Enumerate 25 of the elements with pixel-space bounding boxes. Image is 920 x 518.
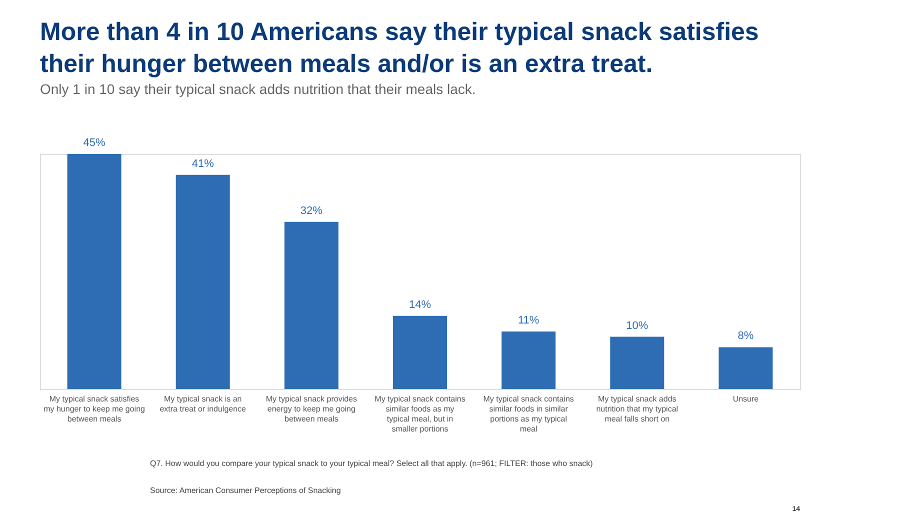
- bar: [393, 316, 447, 389]
- data-label: 8%: [738, 330, 754, 342]
- x-tick-label: My typical snack is an extra treat or indulgence: [160, 394, 247, 414]
- data-label: 10%: [626, 320, 648, 332]
- text: Q7. How would you compare your typical snack to your typical meal? Select all that apply. (n=961; FILTER: those who snack): [150, 459, 594, 468]
- x-tick-label: My typical snack adds nutrition that my typical meal falls short on: [596, 394, 678, 424]
- bar: [718, 347, 773, 389]
- chart-title: More than 4 in 10 Americans say their typical snack satisfies their hunger between meals and/or is an extra treat.: [40, 18, 759, 78]
- source-note: Source: American Consumer Perceptions of Snacking: [150, 486, 341, 495]
- x-tick-label: Unsure: [732, 394, 760, 404]
- x-tick-label: My typical snack provides energy to keep me going between meals: [266, 394, 358, 424]
- data-label: 11%: [518, 314, 540, 327]
- data-label: 32%: [300, 204, 323, 217]
- bar: [67, 154, 122, 389]
- bar: [502, 332, 556, 389]
- x-tick-label: My typical snack satisfies my hunger to keep me going between meals: [44, 394, 145, 424]
- chart-subtitle: Only 1 in 10 say their typical snack adds nutrition that their meals lack.: [40, 81, 476, 97]
- bar: [176, 174, 230, 389]
- data-label: 41%: [192, 158, 214, 170]
- x-tick-label: My typical snack contains similar foods as my typical meal, but in smaller portions: [374, 394, 466, 434]
- bar: [610, 336, 664, 389]
- x-tick-label: My typical snack contains similar foods in similar portions as my typical meal: [483, 394, 574, 434]
- data-label: 45%: [83, 137, 106, 149]
- data-label: 14%: [408, 298, 432, 311]
- bar: [284, 222, 338, 389]
